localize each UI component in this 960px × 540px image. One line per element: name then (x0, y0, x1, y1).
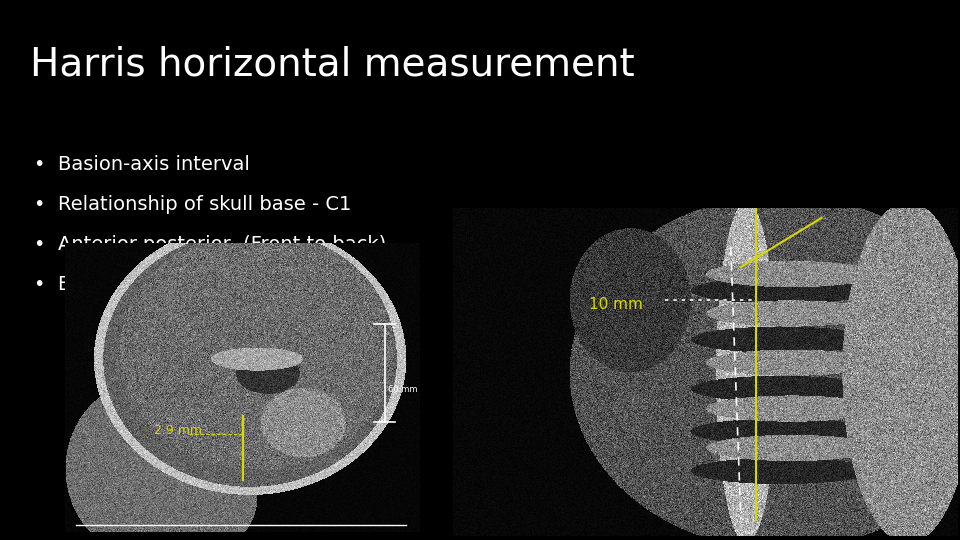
Text: •: • (33, 155, 44, 174)
Text: Harris horizontal measurement: Harris horizontal measurement (30, 45, 635, 83)
Text: •: • (33, 275, 44, 294)
Text: Anterior-posterior  (Front to back): Anterior-posterior (Front to back) (58, 235, 386, 254)
Text: •: • (33, 235, 44, 254)
Text: Brainstem / spinal cord stress: Brainstem / spinal cord stress (58, 275, 348, 294)
Text: 60 mm: 60 mm (389, 384, 418, 394)
Text: 2.9 mm: 2.9 mm (154, 424, 202, 437)
Text: Relationship of skull base - C1: Relationship of skull base - C1 (58, 195, 351, 214)
Text: 10 mm: 10 mm (589, 296, 643, 312)
Text: Basion-axis interval: Basion-axis interval (58, 155, 250, 174)
Text: •: • (33, 195, 44, 214)
